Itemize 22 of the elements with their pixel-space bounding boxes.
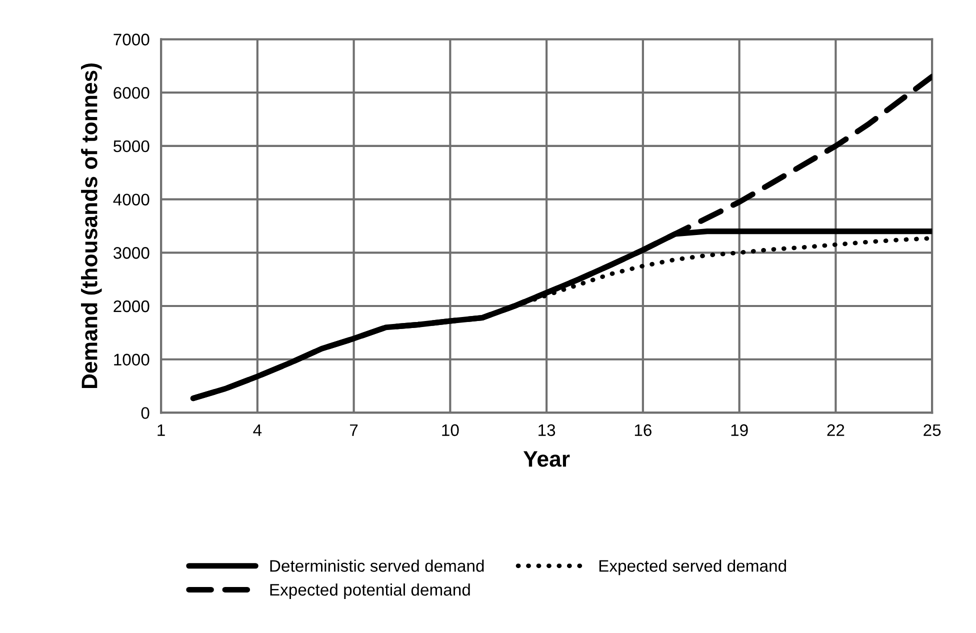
x-tick-label: 1 [158, 424, 165, 436]
y-tick-label: 4000 [113, 194, 150, 206]
x-tick-label: 10 [442, 424, 459, 436]
x-tick-label: 25 [924, 424, 941, 436]
y-tick-label: 5000 [114, 140, 150, 152]
y-tick-label: 1000 [114, 354, 150, 366]
legend-label: Expected potential demand [270, 583, 470, 600]
legend-label: Deterministic served demand [270, 560, 484, 572]
x-tick-label: 4 [253, 424, 262, 436]
x-axis-title: Year [523, 451, 570, 467]
legend-label: Expected served demand [599, 560, 786, 576]
x-tick-label: 19 [731, 424, 748, 436]
y-tick-label: 0 [141, 407, 150, 419]
y-tick-label: 7000 [114, 34, 150, 46]
x-tick-label: 16 [634, 424, 652, 436]
y-tick-label: 2000 [114, 300, 150, 312]
y-tick-label: 6000 [114, 87, 150, 99]
x-tick-label: 13 [538, 424, 556, 436]
y-tick-label: 3000 [113, 247, 150, 259]
x-tick-label: 7 [350, 424, 358, 436]
y-axis-title: Demand (thousands of tonnes) [81, 63, 102, 388]
x-tick-label: 22 [827, 424, 844, 436]
